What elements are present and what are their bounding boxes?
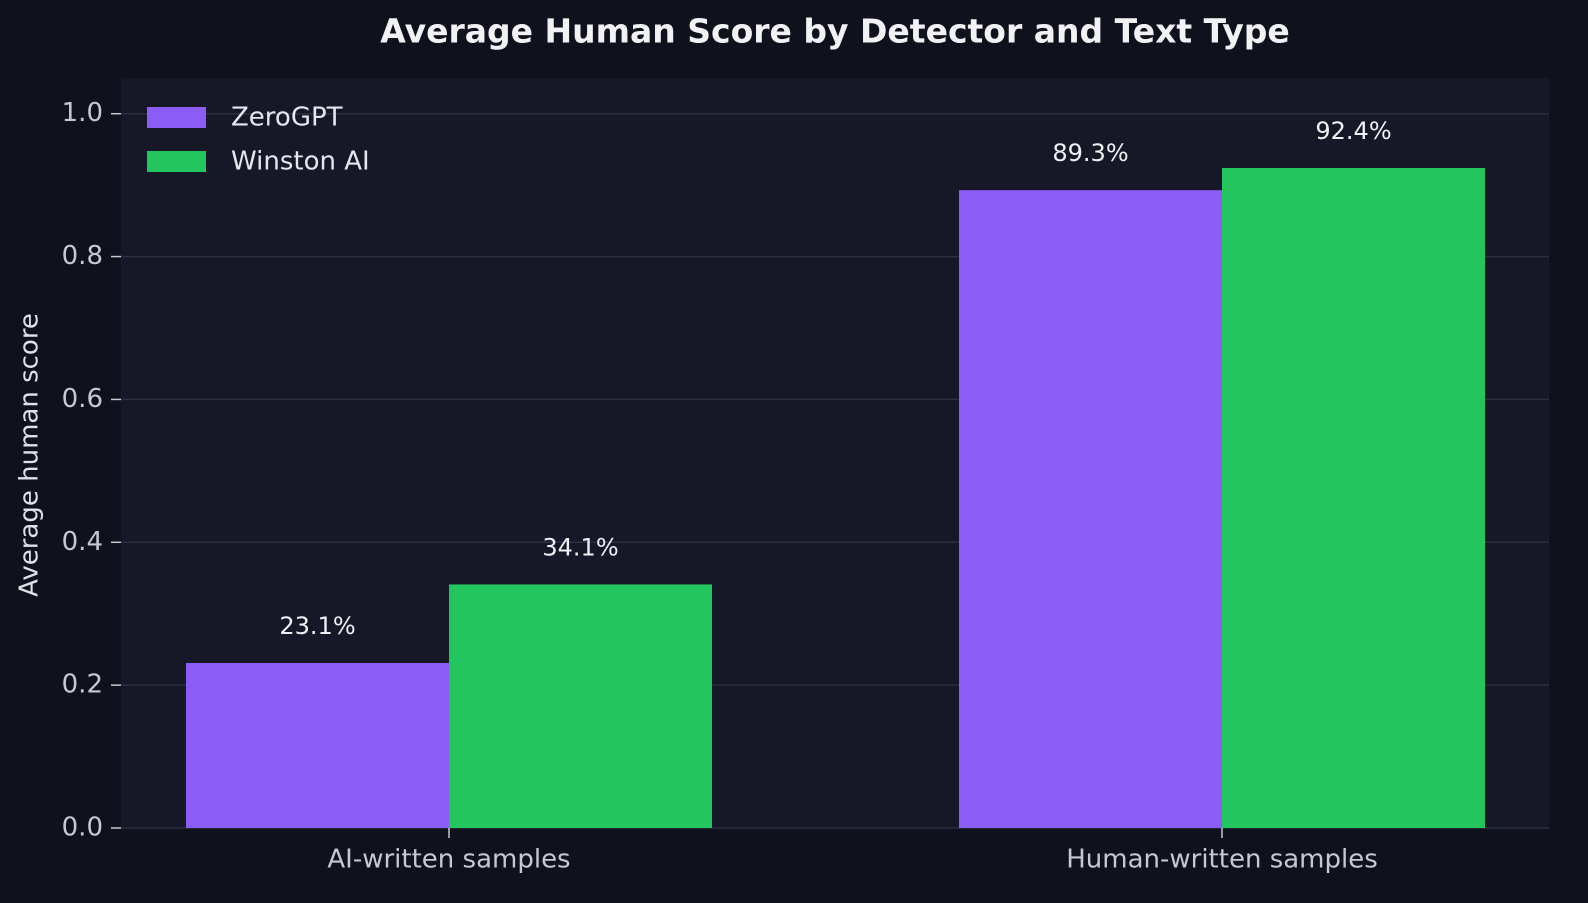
value-label: 34.1% <box>542 533 618 561</box>
legend-swatch <box>147 151 206 172</box>
value-label: 92.4% <box>1315 117 1391 145</box>
y-tick-label: 1.0 <box>62 98 103 128</box>
x-tick-label: Human-written samples <box>1066 845 1378 875</box>
x-tick-label: AI-written samples <box>327 845 570 875</box>
bar <box>959 190 1222 829</box>
y-axis-label: Average human score <box>15 313 45 597</box>
bar <box>1222 168 1485 828</box>
bar <box>449 584 712 828</box>
y-tick-label: 0.8 <box>62 241 103 271</box>
chart-title: Average Human Score by Detector and Text… <box>380 12 1290 51</box>
legend-label: Winston AI <box>231 147 370 177</box>
legend-label: ZeroGPT <box>231 103 343 133</box>
legend-swatch <box>147 107 206 128</box>
bar <box>186 663 449 828</box>
y-tick-label: 0.6 <box>62 384 103 414</box>
value-label: 89.3% <box>1052 139 1128 167</box>
y-tick-label: 0.2 <box>62 670 103 700</box>
y-tick-label: 0.0 <box>62 813 103 843</box>
y-tick-label: 0.4 <box>62 527 103 557</box>
value-label: 23.1% <box>279 612 355 640</box>
